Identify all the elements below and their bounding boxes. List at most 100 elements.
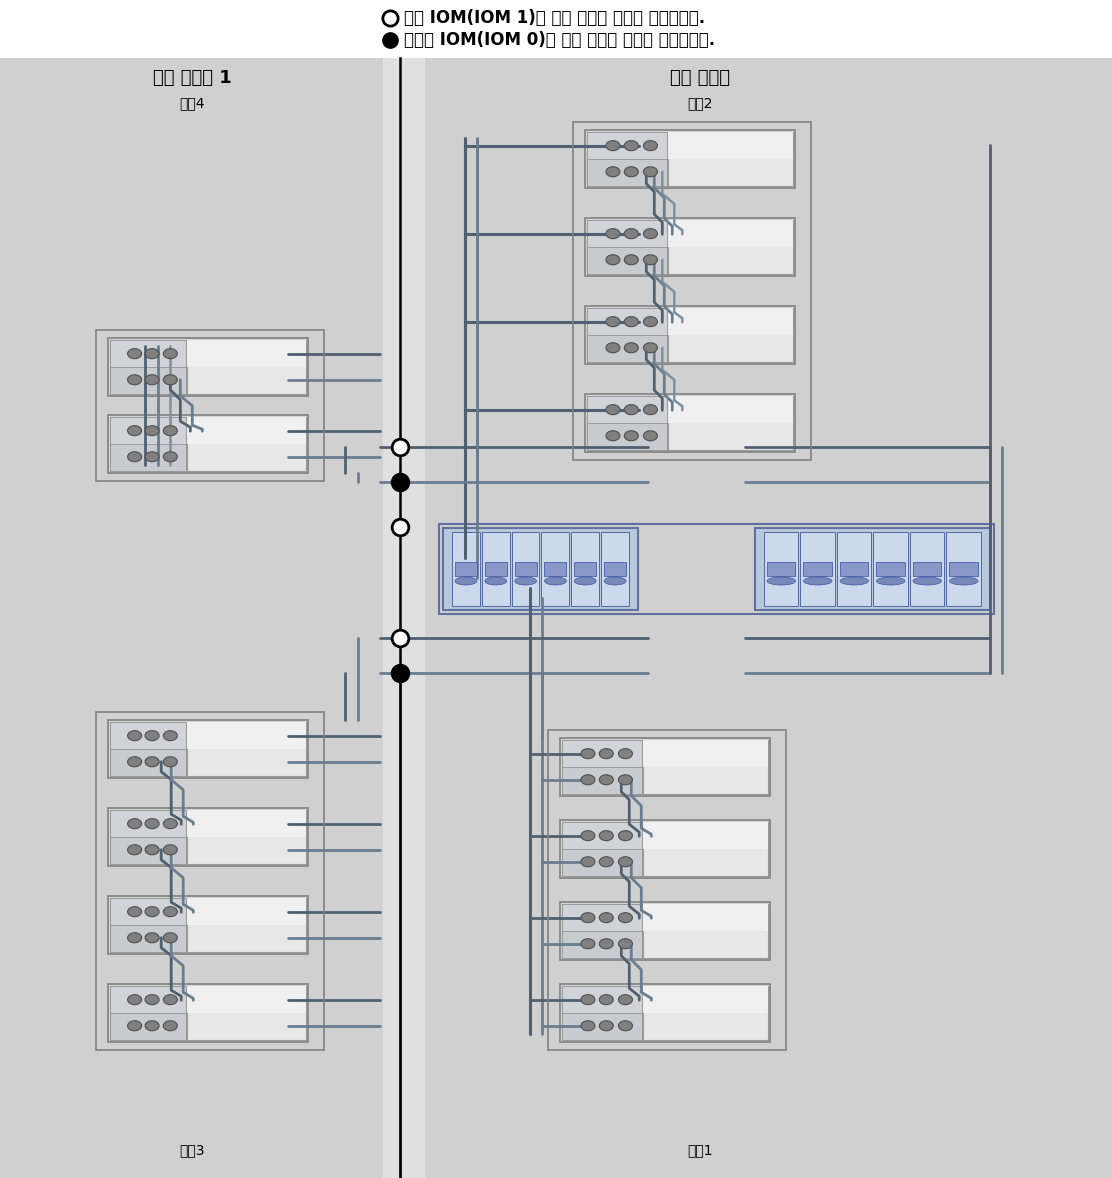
Bar [548,730,786,1050]
Bar [187,810,306,863]
Bar [451,532,480,605]
Bar [562,767,642,794]
Bar [425,58,1112,1178]
Bar [562,1013,642,1040]
Ellipse shape [599,749,614,759]
Ellipse shape [128,730,141,741]
Ellipse shape [599,830,614,841]
Ellipse shape [624,140,638,151]
Ellipse shape [644,343,657,352]
Ellipse shape [128,845,141,855]
Ellipse shape [163,730,177,741]
Ellipse shape [599,1021,614,1031]
Ellipse shape [163,375,177,385]
Ellipse shape [145,375,159,385]
Ellipse shape [606,167,619,177]
Bar [587,220,667,274]
Bar [187,417,306,471]
Ellipse shape [624,254,638,265]
Bar [668,307,793,335]
Ellipse shape [145,1021,159,1031]
Ellipse shape [145,845,159,855]
Bar [187,417,306,444]
Bar [764,532,798,605]
Bar [668,132,793,186]
Bar [562,849,642,876]
Ellipse shape [580,749,595,759]
Text: 위쪽 IOM(IOM 1)에 대한 케이블 연결을 나타냅니다.: 위쪽 IOM(IOM 1)에 대한 케이블 연결을 나타냅니다. [404,9,705,27]
Bar [110,898,186,952]
Ellipse shape [128,819,141,828]
Bar [668,132,793,159]
Bar [110,925,186,952]
Ellipse shape [163,349,177,358]
Text: 확장 캐비닛 1: 확장 캐비닛 1 [152,70,231,87]
Ellipse shape [145,425,159,436]
Text: 체인1: 체인1 [687,1143,713,1157]
Bar [587,132,667,159]
Ellipse shape [599,913,614,922]
Bar [668,396,793,423]
Ellipse shape [145,451,159,462]
Ellipse shape [624,317,638,326]
Bar [572,532,599,605]
Bar [562,822,642,849]
Ellipse shape [606,343,619,352]
Bar [950,562,977,576]
Bar [110,1013,186,1040]
Ellipse shape [624,405,638,415]
Bar [913,562,942,576]
Ellipse shape [580,939,595,948]
Bar [485,562,507,576]
Bar [840,562,868,576]
Bar [668,220,793,274]
Ellipse shape [145,756,159,767]
Bar [587,307,667,335]
Bar [481,532,509,605]
Bar [587,423,667,450]
Bar [96,330,324,481]
Bar [110,898,186,925]
Ellipse shape [644,229,657,239]
Ellipse shape [163,756,177,767]
Ellipse shape [580,1021,595,1031]
Ellipse shape [128,994,141,1005]
Bar [110,749,186,776]
Bar [455,562,477,576]
Bar [108,415,308,474]
Ellipse shape [644,140,657,151]
Bar [187,898,306,952]
Bar [560,902,770,960]
Bar [585,393,795,452]
Ellipse shape [163,425,177,436]
Ellipse shape [128,451,141,462]
Bar [110,340,186,393]
Text: 체인3: 체인3 [179,1143,205,1157]
Ellipse shape [606,140,619,151]
Ellipse shape [128,933,141,942]
Ellipse shape [163,1021,177,1031]
Ellipse shape [163,819,177,828]
Bar [383,58,425,1178]
Bar [108,808,308,866]
Ellipse shape [624,431,638,441]
Bar [443,528,638,610]
Bar [874,532,909,605]
Bar [187,898,306,925]
Ellipse shape [618,749,633,759]
Ellipse shape [128,375,141,385]
Bar [804,562,832,576]
Ellipse shape [599,856,614,867]
Bar [643,740,768,767]
Ellipse shape [644,405,657,415]
Ellipse shape [876,577,905,585]
Bar [110,838,186,863]
Bar [587,220,667,247]
Ellipse shape [163,933,177,942]
Ellipse shape [644,167,657,177]
Bar [542,532,569,605]
Bar [562,986,642,1040]
Ellipse shape [618,830,633,841]
Bar [110,986,186,1040]
Bar [587,307,667,362]
